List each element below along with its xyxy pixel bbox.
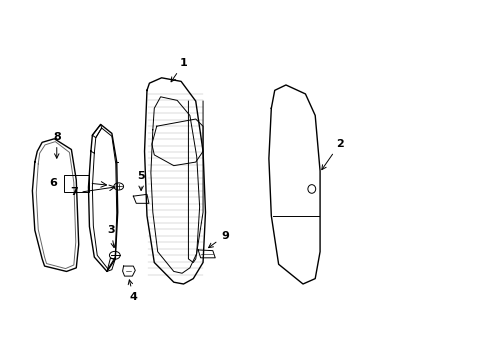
Text: 3: 3 [107, 225, 115, 248]
Text: 4: 4 [128, 280, 137, 302]
Text: 2: 2 [321, 139, 343, 170]
Text: 6: 6 [49, 178, 57, 188]
Text: 7: 7 [70, 187, 78, 197]
Text: 5: 5 [137, 171, 144, 190]
Text: 8: 8 [53, 132, 61, 158]
Text: 1: 1 [171, 58, 187, 82]
Bar [64, 175, 89, 192]
Text: 9: 9 [208, 231, 228, 248]
